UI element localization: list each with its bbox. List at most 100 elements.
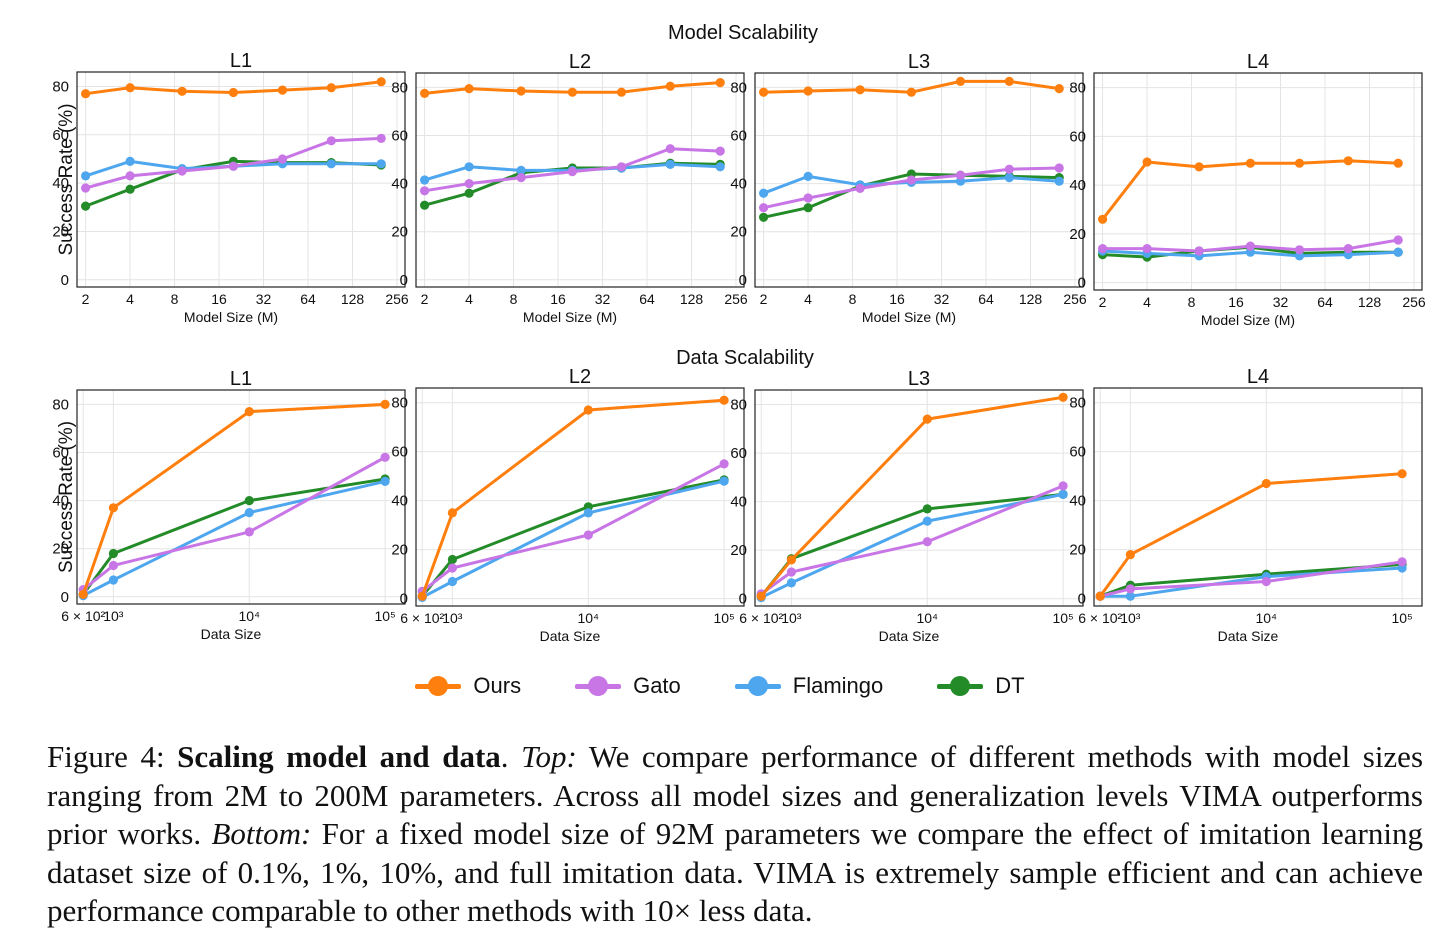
caption-top-text: We compare performance of different meth… bbox=[47, 739, 1424, 851]
model-l2-point-ours-2 bbox=[516, 86, 526, 96]
model-l2-ytick-3: 60 bbox=[391, 128, 408, 145]
model-l2-xtick-4: 32 bbox=[595, 291, 611, 307]
data-l1-point-gato-2 bbox=[244, 527, 254, 537]
model-l2-point-gato-6 bbox=[715, 146, 725, 156]
model-l2-point-flamingo-6 bbox=[715, 162, 725, 172]
data-l4-point-ours-3 bbox=[1397, 469, 1407, 479]
data-l3-ytick-4: 80 bbox=[730, 397, 747, 414]
model-l4-frame bbox=[1093, 72, 1423, 291]
data-l1-point-flamingo-3 bbox=[380, 476, 390, 486]
data-l4-xtick-1: 10³ bbox=[1120, 610, 1141, 626]
data-l1-xtick-3: 10⁵ bbox=[374, 608, 395, 624]
legend-swatch-flamingo bbox=[734, 676, 781, 696]
data-l1-line-dt bbox=[81, 477, 387, 596]
model-l3-xtick-3: 16 bbox=[889, 291, 905, 307]
data-l2-xlabel: Data Size bbox=[540, 628, 601, 644]
model-l2-frame bbox=[415, 72, 745, 288]
data-l1-line-ours bbox=[81, 402, 387, 596]
legend-swatch-gato bbox=[575, 676, 622, 696]
model-l4-title: L4 bbox=[1247, 51, 1269, 73]
model-l2-xtick-1: 4 bbox=[465, 291, 473, 307]
model-l1-ylabel: Success Rate (%) bbox=[56, 103, 77, 255]
model-l2-point-dt-1 bbox=[464, 188, 474, 198]
legend-item-ours: Ours bbox=[415, 673, 521, 699]
model-l3-point-gato-4 bbox=[955, 170, 966, 180]
model-l1-point-ours-0 bbox=[81, 89, 91, 99]
data-l4-ytick-3: 60 bbox=[1069, 444, 1086, 461]
model-l3-point-gato-2 bbox=[855, 183, 865, 193]
data-l4-xtick-3: 10⁵ bbox=[1391, 610, 1412, 626]
data-l3-line-ours bbox=[759, 395, 1065, 598]
model-l2-ytick-4: 80 bbox=[391, 79, 408, 96]
model-l3-ytick-0: 0 bbox=[739, 272, 747, 289]
data-l2-point-gato-1 bbox=[447, 563, 457, 573]
caption-after-bold: . bbox=[500, 739, 522, 774]
model-l2-xtick-6: 128 bbox=[680, 291, 704, 307]
model-l4-point-ours-5 bbox=[1343, 156, 1353, 166]
data-l3-xlabel: Data Size bbox=[879, 628, 940, 644]
model-l2-point-dt-0 bbox=[420, 200, 430, 210]
model-l1-point-flamingo-1 bbox=[125, 156, 135, 166]
data-l3-line-flamingo bbox=[759, 492, 1065, 599]
data-l4-line-dt bbox=[1098, 562, 1404, 598]
data-l4-xtick-2: 10⁴ bbox=[1255, 610, 1277, 626]
model-l1-point-gato-4 bbox=[277, 154, 288, 164]
model-l1-point-ours-1 bbox=[125, 83, 135, 93]
data-l2-point-flamingo-3 bbox=[719, 476, 729, 486]
model-l4-xtick-3: 16 bbox=[1228, 294, 1244, 310]
model-l2-xtick-3: 16 bbox=[550, 291, 566, 307]
data-l4-point-ours-0 bbox=[1095, 591, 1105, 601]
model-l4-xtick-4: 32 bbox=[1273, 294, 1289, 310]
data-l1-xtick-0: 6 × 10² bbox=[61, 608, 105, 624]
data-l3-point-dt-2 bbox=[922, 504, 932, 514]
model-l2-point-gato-3 bbox=[567, 167, 578, 177]
model-l4-point-ours-4 bbox=[1294, 158, 1305, 168]
data-l2-ytick-1: 20 bbox=[391, 542, 408, 559]
model-l2-point-ours-1 bbox=[464, 84, 474, 94]
model-l3-frame bbox=[754, 72, 1084, 288]
data-l1-ytick-1: 20 bbox=[52, 541, 69, 558]
model-l2-point-gato-5 bbox=[665, 144, 675, 154]
caption-bold-title: Scaling model and data bbox=[177, 739, 501, 774]
data-l1-title: L1 bbox=[230, 368, 252, 390]
model-l2-xtick-2: 8 bbox=[510, 291, 518, 307]
section-title-data: Data Scalability bbox=[676, 347, 814, 369]
model-l2-point-flamingo-5 bbox=[665, 159, 675, 169]
model-l4-xtick-6: 128 bbox=[1358, 294, 1382, 310]
model-l1-point-gato-0 bbox=[81, 183, 91, 193]
legend-swatch-dt bbox=[937, 676, 984, 696]
legend-label-ours: Ours bbox=[473, 673, 522, 698]
data-l3-point-ours-3 bbox=[1058, 392, 1068, 402]
model-l3-ytick-2: 40 bbox=[730, 176, 747, 193]
model-l3-xtick-5: 64 bbox=[978, 291, 994, 307]
data-l3-point-gato-2 bbox=[922, 537, 932, 547]
data-l1-line-gato bbox=[81, 455, 387, 592]
model-l4-point-ours-6 bbox=[1393, 158, 1403, 168]
model-l4-point-gato-3 bbox=[1245, 241, 1255, 251]
model-l1-point-gato-3 bbox=[228, 161, 238, 171]
data-l3-point-ours-0 bbox=[756, 591, 766, 601]
data-l3-xtick-3: 10⁵ bbox=[1052, 610, 1073, 626]
model-l4-ytick-1: 20 bbox=[1069, 226, 1086, 243]
model-l2-point-ours-3 bbox=[567, 87, 578, 97]
data-l2-line-flamingo bbox=[420, 479, 726, 599]
model-l1-xtick-3: 16 bbox=[211, 291, 227, 307]
model-l1-ytick-3: 60 bbox=[52, 127, 69, 144]
model-l4-ytick-3: 60 bbox=[1069, 128, 1086, 145]
model-l1-xtick-2: 8 bbox=[171, 291, 179, 307]
data-l3-line-gato bbox=[759, 484, 1065, 596]
model-l3-xtick-7: 256 bbox=[1063, 291, 1087, 307]
model-l1-xlabel: Model Size (M) bbox=[184, 309, 278, 325]
data-l3-xtick-1: 10³ bbox=[781, 610, 802, 626]
model-l1-ytick-0: 0 bbox=[61, 272, 69, 289]
model-l3-point-gato-1 bbox=[803, 193, 813, 203]
model-l3-point-ours-2 bbox=[855, 85, 865, 95]
model-l1-xtick-1: 4 bbox=[126, 291, 134, 307]
model-l1-point-gato-1 bbox=[125, 171, 135, 181]
model-l4-ytick-4: 80 bbox=[1069, 80, 1086, 97]
model-l1-point-ours-2 bbox=[177, 86, 187, 96]
model-l4-xtick-7: 256 bbox=[1402, 294, 1426, 310]
data-l2-xtick-0: 6 × 10² bbox=[400, 610, 444, 626]
